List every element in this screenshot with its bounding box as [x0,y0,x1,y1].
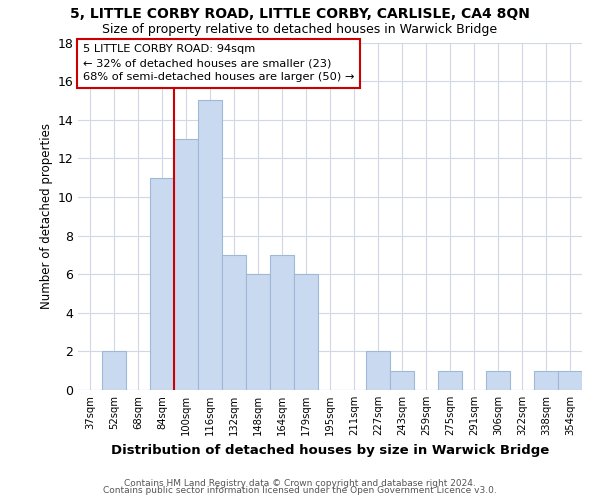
Bar [222,255,246,390]
Bar [198,100,222,390]
Bar [558,370,582,390]
Text: Size of property relative to detached houses in Warwick Bridge: Size of property relative to detached ho… [103,22,497,36]
Y-axis label: Number of detached properties: Number of detached properties [40,123,53,309]
Bar [486,370,510,390]
Text: 5 LITTLE CORBY ROAD: 94sqm
← 32% of detached houses are smaller (23)
68% of semi: 5 LITTLE CORBY ROAD: 94sqm ← 32% of deta… [83,44,355,82]
X-axis label: Distribution of detached houses by size in Warwick Bridge: Distribution of detached houses by size … [111,444,549,456]
Bar [270,255,294,390]
Text: Contains public sector information licensed under the Open Government Licence v3: Contains public sector information licen… [103,486,497,495]
Bar [534,370,558,390]
Bar [102,352,126,390]
Text: 5, LITTLE CORBY ROAD, LITTLE CORBY, CARLISLE, CA4 8QN: 5, LITTLE CORBY ROAD, LITTLE CORBY, CARL… [70,8,530,22]
Bar [390,370,414,390]
Bar [294,274,318,390]
Bar [150,178,174,390]
Bar [366,352,390,390]
Bar [246,274,270,390]
Text: Contains HM Land Registry data © Crown copyright and database right 2024.: Contains HM Land Registry data © Crown c… [124,478,476,488]
Bar [438,370,462,390]
Bar [174,139,198,390]
